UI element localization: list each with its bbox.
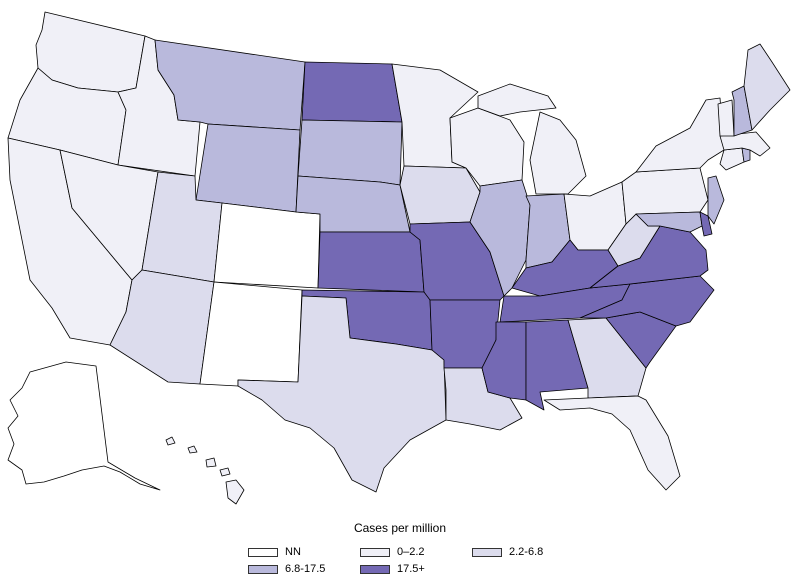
state-MI	[477, 83, 587, 195]
legend-swatch	[360, 547, 390, 557]
state-ME	[743, 43, 791, 131]
legend-item-6.8-17.5: 6.8-17.5	[248, 562, 325, 576]
legend-title: Cases per million	[353, 521, 447, 535]
legend-swatch	[248, 547, 278, 557]
legend-swatch	[472, 547, 502, 557]
state-MT	[154, 39, 306, 131]
legend-item-2.2-6.8: 2.2-6.8	[472, 545, 543, 559]
state-NM	[199, 281, 303, 387]
state-HI	[165, 436, 245, 505]
state-ND	[301, 61, 403, 123]
state-NJ	[707, 175, 725, 225]
state-KS	[317, 231, 425, 293]
us-choropleth-map	[7, 11, 791, 505]
state-VT	[717, 99, 735, 137]
legend-label: NN	[285, 546, 301, 558]
legend-item-0-2.2: 0–2.2	[360, 545, 425, 559]
state-SD	[297, 119, 403, 186]
legend-label: 6.8-17.5	[285, 563, 326, 575]
state-DE	[699, 211, 713, 237]
legend-label: 0–2.2	[397, 546, 425, 558]
state-MA	[719, 131, 771, 157]
state-WY	[195, 123, 301, 213]
state-NC	[579, 275, 715, 327]
legend-item-17.5-plus: 17.5+	[360, 562, 425, 576]
state-IL	[469, 179, 531, 297]
state-AK	[7, 361, 161, 491]
legend-item-nn: NN	[248, 545, 301, 559]
state-CT	[719, 147, 745, 171]
state-NY	[635, 97, 725, 173]
legend-label: 2.2-6.8	[509, 546, 544, 558]
legend-swatch	[248, 564, 278, 574]
legend-label: 17.5+	[397, 563, 425, 575]
state-IA	[399, 165, 481, 225]
state-TX	[237, 295, 447, 493]
state-FL	[543, 395, 681, 491]
state-CO	[213, 202, 321, 289]
legend-swatch	[360, 564, 390, 574]
state-NH	[731, 85, 753, 137]
